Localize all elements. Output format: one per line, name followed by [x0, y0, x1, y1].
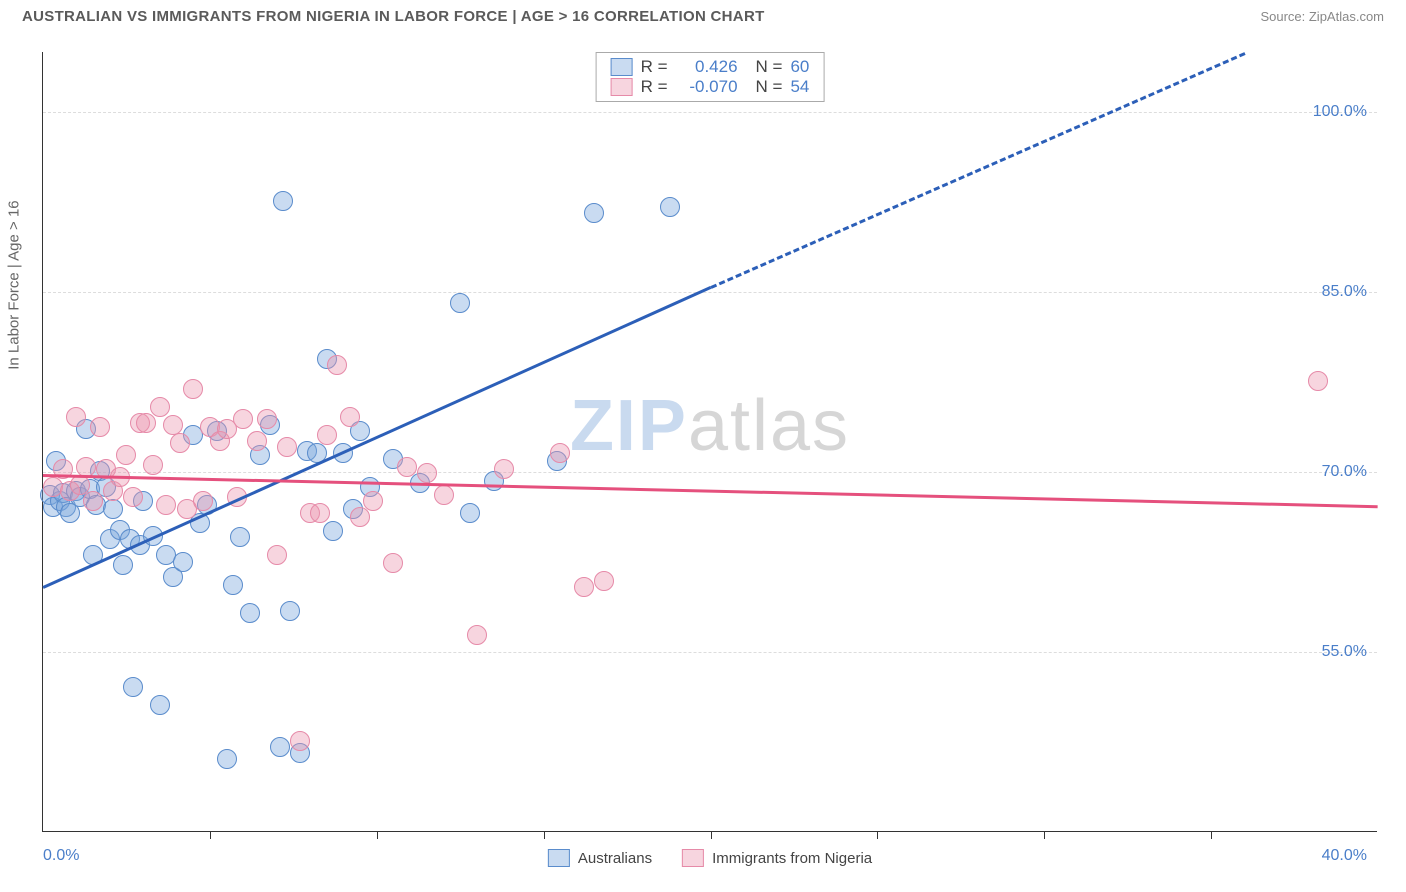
- legend-swatch: [682, 849, 704, 867]
- chart-source: Source: ZipAtlas.com: [1260, 9, 1384, 24]
- y-axis-label: In Labor Force | Age > 16: [6, 200, 23, 369]
- data-point: [550, 443, 570, 463]
- data-point: [327, 355, 347, 375]
- data-point: [113, 555, 133, 575]
- n-label: N =: [756, 77, 783, 97]
- legend-stat-row: R = 0.426 N = 60: [611, 57, 810, 77]
- data-point: [257, 409, 277, 429]
- data-point: [467, 625, 487, 645]
- data-point: [494, 459, 514, 479]
- legend-series-label: Australians: [578, 850, 652, 867]
- legend-series-item: Australians: [548, 849, 652, 867]
- legend-swatch: [548, 849, 570, 867]
- chart-plot-area: ZIPatlas R =0.426N =60R =-0.070N =54 Aus…: [42, 52, 1377, 832]
- data-point: [143, 455, 163, 475]
- legend-series-item: Immigrants from Nigeria: [682, 849, 872, 867]
- data-point: [223, 575, 243, 595]
- gridline: [43, 112, 1377, 113]
- chart-title: AUSTRALIAN VS IMMIGRANTS FROM NIGERIA IN…: [22, 8, 765, 25]
- data-point: [156, 495, 176, 515]
- y-tick-label: 100.0%: [1313, 103, 1367, 121]
- data-point: [434, 485, 454, 505]
- data-point: [397, 457, 417, 477]
- data-point: [350, 507, 370, 527]
- x-tick: [1211, 831, 1212, 839]
- r-value: 0.426: [676, 57, 738, 77]
- data-point: [417, 463, 437, 483]
- data-point: [217, 749, 237, 769]
- data-point: [83, 491, 103, 511]
- trend-line: [42, 286, 711, 588]
- legend-series-label: Immigrants from Nigeria: [712, 850, 872, 867]
- r-label: R =: [641, 77, 668, 97]
- data-point: [247, 431, 267, 451]
- data-point: [1308, 371, 1328, 391]
- watermark-atlas: atlas: [688, 386, 850, 466]
- gridline: [43, 652, 1377, 653]
- data-point: [66, 407, 86, 427]
- y-tick-label: 55.0%: [1322, 643, 1367, 661]
- r-value: -0.070: [676, 77, 738, 97]
- data-point: [574, 577, 594, 597]
- chart-header: AUSTRALIAN VS IMMIGRANTS FROM NIGERIA IN…: [0, 0, 1406, 33]
- x-tick: [877, 831, 878, 839]
- x-tick: [377, 831, 378, 839]
- data-point: [323, 521, 343, 541]
- data-point: [123, 677, 143, 697]
- data-point: [363, 491, 383, 511]
- data-point: [103, 499, 123, 519]
- x-tick: [210, 831, 211, 839]
- data-point: [280, 601, 300, 621]
- data-point: [193, 491, 213, 511]
- legend-swatch: [611, 78, 633, 96]
- x-axis-min-label: 0.0%: [43, 847, 79, 865]
- data-point: [183, 379, 203, 399]
- series-legend: Australians Immigrants from Nigeria: [548, 849, 872, 867]
- data-point: [317, 425, 337, 445]
- data-point: [150, 695, 170, 715]
- data-point: [290, 731, 310, 751]
- data-point: [267, 545, 287, 565]
- r-label: R =: [641, 57, 668, 77]
- y-tick-label: 85.0%: [1322, 283, 1367, 301]
- x-tick: [544, 831, 545, 839]
- y-tick-label: 70.0%: [1322, 463, 1367, 481]
- watermark-zip: ZIP: [570, 386, 688, 466]
- data-point: [163, 415, 183, 435]
- data-point: [310, 503, 330, 523]
- legend-stat-row: R = -0.070 N = 54: [611, 77, 810, 97]
- data-point: [277, 437, 297, 457]
- data-point: [594, 571, 614, 591]
- data-point: [270, 737, 290, 757]
- data-point: [273, 191, 293, 211]
- x-tick: [1044, 831, 1045, 839]
- n-label: N =: [756, 57, 783, 77]
- legend-swatch: [611, 58, 633, 76]
- data-point: [150, 397, 170, 417]
- data-point: [123, 487, 143, 507]
- n-value: 54: [790, 77, 809, 97]
- data-point: [170, 433, 190, 453]
- data-point: [116, 445, 136, 465]
- gridline: [43, 292, 1377, 293]
- data-point: [584, 203, 604, 223]
- gridline: [43, 472, 1377, 473]
- data-point: [136, 413, 156, 433]
- n-value: 60: [790, 57, 809, 77]
- data-point: [90, 417, 110, 437]
- data-point: [340, 407, 360, 427]
- data-point: [233, 409, 253, 429]
- data-point: [230, 527, 250, 547]
- x-axis-max-label: 40.0%: [1322, 847, 1367, 865]
- x-tick: [711, 831, 712, 839]
- data-point: [460, 503, 480, 523]
- data-point: [660, 197, 680, 217]
- correlation-legend: R = 0.426 N = 60 R = -0.070 N = 54: [596, 52, 825, 102]
- data-point: [240, 603, 260, 623]
- watermark: ZIPatlas: [570, 385, 850, 467]
- data-point: [450, 293, 470, 313]
- data-point: [173, 552, 193, 572]
- data-point: [383, 553, 403, 573]
